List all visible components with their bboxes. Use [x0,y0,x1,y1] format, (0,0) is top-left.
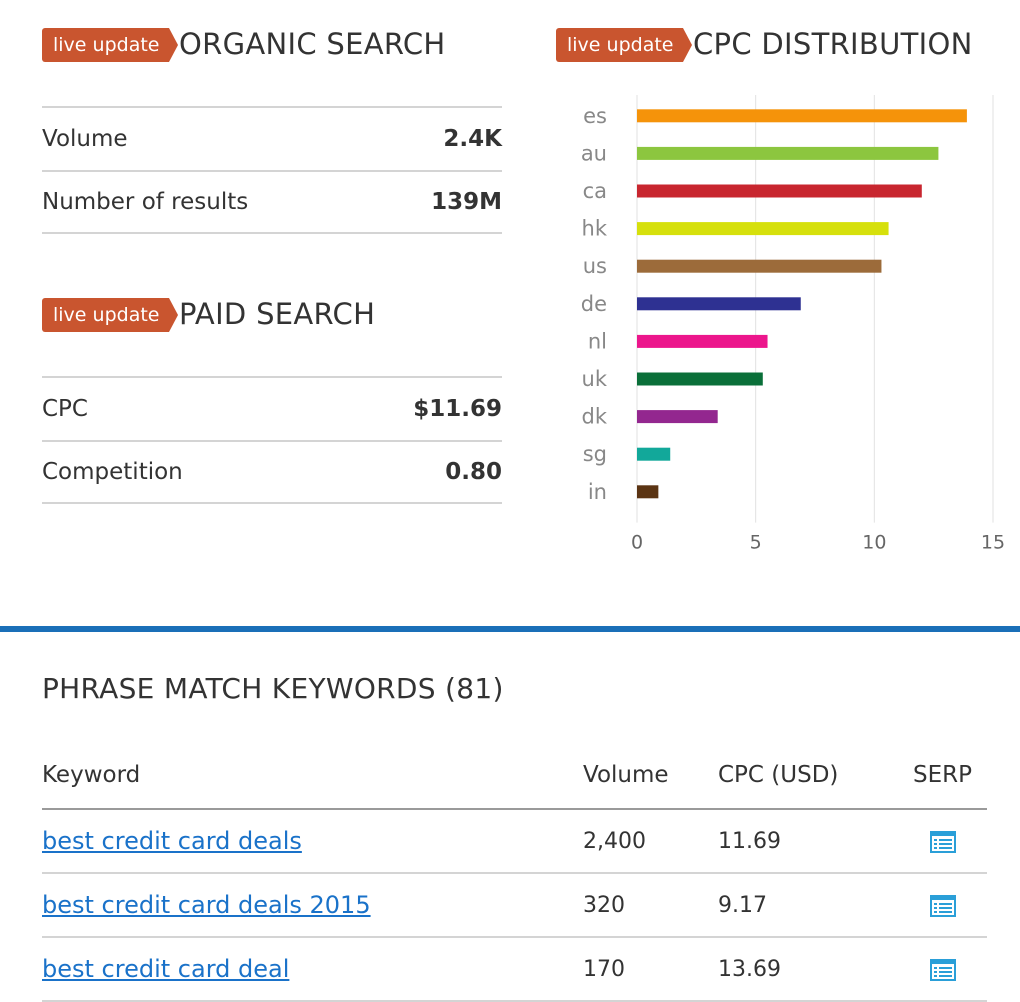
serp-list-icon[interactable] [929,830,956,853]
organic-volume-value: 2.4K [443,126,502,152]
keyword-link[interactable]: best credit card deal [42,955,290,983]
chart-bar-us[interactable] [637,259,882,273]
chart-category-label: uk [582,367,608,391]
live-update-badge-cpc: live update [556,28,694,62]
chart-bar-sg[interactable] [637,447,671,461]
chart-category-label: in [588,480,607,504]
keywords-table-header: Keyword Volume CPC (USD) SERP [42,742,987,810]
chart-category-label: us [583,254,607,278]
organic-metrics-table: Volume 2.4K Number of results 139M [42,106,502,234]
column-header-volume: Volume [583,762,669,788]
column-header-keyword: Keyword [42,762,141,788]
keyword-volume: 170 [583,956,625,982]
organic-volume-row: Volume 2.4K [42,106,502,170]
live-update-badge-paid: live update [42,298,180,332]
chart-bar-in[interactable] [637,485,659,499]
keyword-cpc: 13.69 [718,956,781,982]
column-header-serp: SERP [913,762,972,788]
paid-search-title: PAID SEARCH [179,297,376,331]
organic-search-title: ORGANIC SEARCH [179,27,446,61]
chart-x-tick-label: 15 [981,532,1005,554]
serp-list-icon[interactable] [929,958,956,981]
column-header-cpc: CPC (USD) [718,762,839,788]
cpc-distribution-chart: 0 5 10 15 es au ca hk us de nl uk dk sg in [581,95,1005,554]
keyword-cpc: 11.69 [718,828,781,854]
chart-x-tick-label: 5 [750,532,762,554]
table-row: best credit card deal 170 13.69 [42,938,987,1002]
live-update-badge-organic: live update [42,28,180,62]
organic-results-row: Number of results 139M [42,170,502,234]
keyword-volume: 2,400 [583,828,646,854]
chart-bar-nl[interactable] [637,334,768,348]
serp-list-icon[interactable] [929,894,956,917]
chart-category-label: ca [583,179,607,203]
keywords-table: Keyword Volume CPC (USD) SERP best credi… [42,742,987,1002]
keyword-cpc: 9.17 [718,892,767,918]
cpc-distribution-title: CPC DISTRIBUTION [693,27,973,61]
chart-category-label: au [581,141,607,165]
paid-cpc-row: CPC $11.69 [42,376,502,440]
chart-x-tick-label: 10 [862,532,886,554]
chart-bar-dk[interactable] [637,410,718,424]
paid-cpc-value: $11.69 [413,396,502,422]
organic-results-label: Number of results [42,189,249,215]
chart-bar-es[interactable] [637,109,967,123]
phrase-match-title: PHRASE MATCH KEYWORDS (81) [42,672,504,705]
paid-competition-row: Competition 0.80 [42,440,502,504]
paid-cpc-label: CPC [42,396,88,422]
chart-x-tick-label: 0 [631,532,643,554]
chart-bar-uk[interactable] [637,372,763,386]
organic-volume-label: Volume [42,126,128,152]
paid-metrics-table: CPC $11.69 Competition 0.80 [42,376,502,504]
chart-category-label: es [583,104,607,128]
keyword-link[interactable]: best credit card deals [42,827,302,855]
table-row: best credit card deals 2015 320 9.17 [42,874,987,938]
chart-category-label: dk [582,405,608,429]
table-row: best credit card deals 2,400 11.69 [42,810,987,874]
chart-bar-ca[interactable] [637,184,922,198]
chart-category-label: sg [583,442,607,466]
keyword-link[interactable]: best credit card deals 2015 [42,891,371,919]
chart-category-label: hk [582,217,608,241]
chart-category-label: nl [588,329,607,353]
paid-competition-value: 0.80 [445,459,502,485]
organic-results-value: 139M [431,189,502,215]
chart-category-label: de [581,292,607,316]
chart-bar-au[interactable] [637,146,939,160]
paid-competition-label: Competition [42,459,183,485]
chart-bar-de[interactable] [637,297,801,311]
chart-bar-hk[interactable] [637,222,889,236]
section-divider [0,626,1020,632]
keyword-volume: 320 [583,892,625,918]
